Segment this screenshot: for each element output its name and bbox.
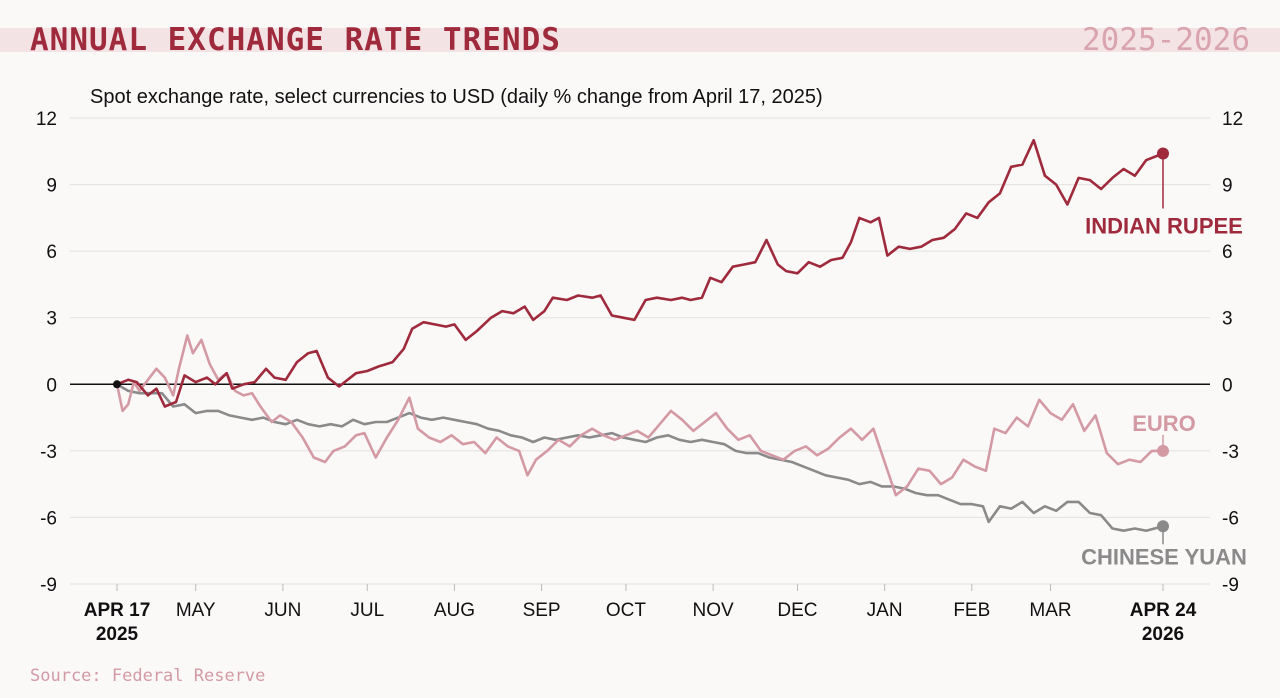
period-label: 2025-2026 [1082, 22, 1250, 58]
x-tick-label: MAY [176, 600, 216, 621]
x-axis: APR 17 2025 MAY JUN JUL AUG SEP OCT NOV DEC JAN FEB… [84, 584, 1197, 645]
end-label-chinese-yuan: CHINESE YUAN [1081, 544, 1247, 569]
y-axis-left: 12 9 6 3 0 -3 -6 -9 [36, 109, 57, 596]
x-tick-sublabel: 2025 [96, 624, 139, 645]
y-tick-label-left: 6 [46, 242, 57, 263]
y-tick-label-right: -6 [1222, 508, 1239, 529]
series-lines [115, 138, 1165, 533]
y-tick-label-right: 6 [1222, 242, 1233, 263]
series-line-chinese-yuan [115, 382, 1165, 533]
y-tick-label-left: 0 [46, 375, 57, 396]
header-band [0, 28, 1280, 52]
y-tick-label-right: -9 [1222, 575, 1239, 596]
y-tick-label-left: 12 [36, 109, 57, 130]
y-tick-label-right: 9 [1222, 176, 1233, 197]
page-title: ANNUAL EXCHANGE RATE TRENDS [30, 22, 561, 58]
gridlines [70, 117, 1210, 585]
end-label-euro: EURO [1132, 411, 1196, 436]
y-tick-label-left: -9 [40, 575, 57, 596]
end-label-indian-rupee: INDIAN RUPEE [1085, 214, 1243, 239]
x-tick-label: OCT [606, 600, 647, 621]
y-tick-label-right: 12 [1222, 109, 1243, 130]
y-axis-right: 12 9 6 3 0 -3 -6 -9 [1222, 109, 1243, 596]
y-tick-label-right: 3 [1222, 309, 1233, 330]
series-line-euro [115, 334, 1165, 497]
chart-subtitle: Spot exchange rate, select currencies to… [90, 86, 823, 108]
y-tick-label-right: -3 [1222, 442, 1239, 463]
x-tick-label: APR 24 [1130, 600, 1197, 621]
series-end-markers: INDIAN RUPEE EURO CHINESE YUAN [113, 147, 1247, 569]
x-tick-label: APR 17 [84, 600, 151, 621]
y-tick-label-left: 3 [46, 309, 57, 330]
x-tick-label: AUG [434, 600, 475, 621]
x-tick-label: JUN [264, 600, 301, 621]
start-point-marker [113, 380, 121, 389]
y-tick-label-left: -6 [40, 508, 57, 529]
series-line-indian-rupee [115, 138, 1165, 408]
y-tick-label-left: 9 [46, 176, 57, 197]
x-tick-label: MAR [1029, 600, 1071, 621]
x-tick-label: JAN [867, 600, 903, 621]
x-tick-label: SEP [523, 600, 561, 621]
x-tick-label: JUL [350, 600, 384, 621]
x-tick-label: DEC [777, 600, 817, 621]
x-tick-label: FEB [953, 600, 990, 621]
x-tick-label: NOV [693, 600, 735, 621]
x-tick-sublabel: 2026 [1142, 624, 1184, 645]
y-tick-label-left: -3 [40, 442, 57, 463]
source-note: Source: Federal Reserve [30, 666, 266, 686]
y-tick-label-right: 0 [1222, 375, 1233, 396]
